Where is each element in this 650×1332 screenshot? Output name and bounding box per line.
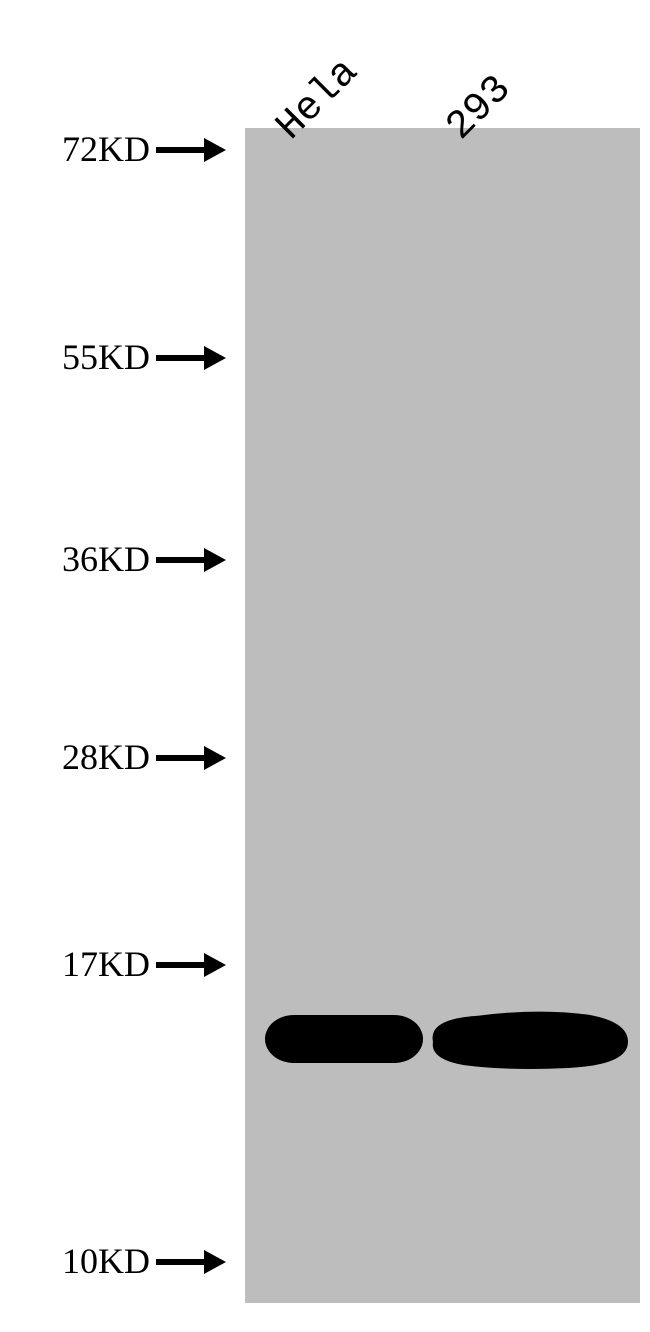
marker-label: 17KD bbox=[0, 943, 150, 985]
marker-label: 28KD bbox=[0, 736, 150, 778]
marker-label: 72KD bbox=[0, 128, 150, 170]
marker-arrow-icon bbox=[156, 1250, 226, 1274]
marker-arrow-icon bbox=[156, 953, 226, 977]
band bbox=[265, 1015, 423, 1063]
marker-label: 10KD bbox=[0, 1240, 150, 1282]
marker-arrow-icon bbox=[156, 346, 226, 370]
blot-membrane bbox=[245, 128, 640, 1303]
band bbox=[418, 1000, 638, 1088]
marker-arrow-icon bbox=[156, 138, 226, 162]
western-blot-figure: { "figure": { "width_px": 650, "height_p… bbox=[0, 0, 650, 1332]
marker-arrow-icon bbox=[156, 746, 226, 770]
marker-label: 36KD bbox=[0, 538, 150, 580]
marker-label: 55KD bbox=[0, 336, 150, 378]
marker-arrow-icon bbox=[156, 548, 226, 572]
